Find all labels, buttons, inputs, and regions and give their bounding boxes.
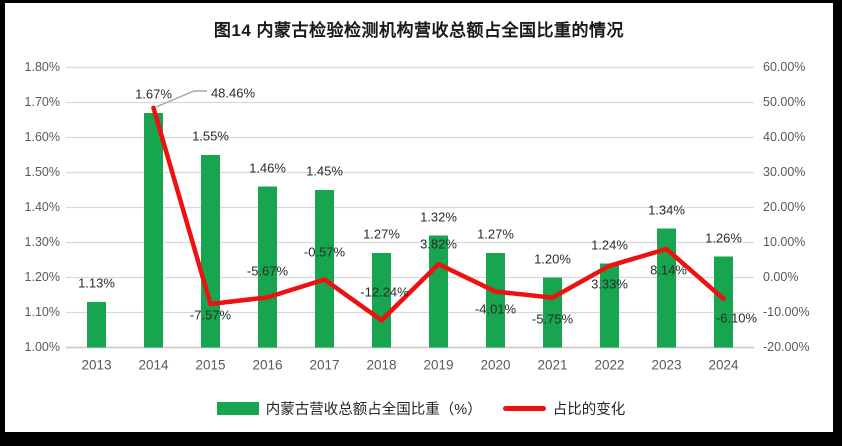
bar-2017 — [315, 190, 334, 348]
bar-2018 — [372, 253, 391, 348]
line-label-2018: -12.24% — [360, 284, 409, 300]
bar-label-2013: 1.13% — [78, 275, 115, 291]
bar-label-2016: 1.46% — [249, 160, 286, 175]
right-axis-tick-40.00%: 40.00% — [763, 130, 806, 144]
line-label-2023: 8.14% — [650, 262, 687, 278]
x-axis-label-2024: 2024 — [708, 357, 739, 373]
change-line — [151, 105, 726, 323]
legend: 内蒙古营收总额占全国比重（%） 占比的变化 — [0, 398, 842, 419]
left-axis-tick-1.30%: 1.30% — [24, 235, 60, 249]
x-axis-label-2015: 2015 — [195, 357, 226, 373]
line-label-callout-2014: 48.46% — [210, 85, 256, 101]
x-axis-label-2019: 2019 — [423, 357, 454, 373]
line-label-2019: 3.82% — [420, 236, 457, 252]
bar-label-2015: 1.55% — [192, 128, 229, 144]
right-axis-tick-60.00%: 60.00% — [763, 60, 806, 74]
right-axis-tick--20.00%: -20.00% — [763, 340, 810, 354]
bar-label-2019: 1.32% — [420, 209, 457, 224]
x-axis-label-2021: 2021 — [537, 357, 568, 373]
legend-bar-label: 内蒙古营收总额占全国比重（%） — [265, 402, 482, 418]
chart-title: 图14 内蒙古检验检测机构营收总额占全国比重的情况 — [213, 21, 625, 40]
right-axis-tick-0.00%: 0.00% — [763, 270, 799, 284]
line-label-2024: -6.10% — [715, 310, 758, 326]
bar-2023 — [657, 228, 676, 348]
bar-label-2020: 1.27% — [477, 226, 514, 242]
bar-label-2023: 1.34% — [648, 202, 685, 217]
x-axis-label-2022: 2022 — [594, 357, 625, 373]
bar-label-2022: 1.24% — [591, 237, 628, 252]
legend-bar-swatch — [216, 402, 259, 415]
x-axis-label-2020: 2020 — [480, 357, 511, 373]
right-axis-tick-20.00%: 20.00% — [763, 200, 806, 214]
bar-2020 — [486, 253, 505, 348]
bar-2014 — [144, 113, 163, 348]
bar-2022 — [600, 263, 619, 348]
x-axis-label-2018: 2018 — [366, 357, 397, 373]
bar-label-2014: 1.67% — [135, 86, 172, 102]
bar-2024 — [714, 256, 733, 348]
left-axis-tick-1.60%: 1.60% — [24, 130, 60, 144]
left-axis-tick-1.00%: 1.00% — [24, 340, 60, 354]
right-axis-tick-10.00%: 10.00% — [763, 235, 806, 249]
bar-label-2018: 1.27% — [363, 226, 400, 242]
bar-2015 — [201, 155, 220, 348]
bar-2016 — [258, 186, 277, 348]
legend-line-label: 占比的变化 — [552, 402, 626, 418]
left-axis-tick-1.20%: 1.20% — [24, 270, 60, 284]
line-label-2020: -4.01% — [474, 301, 517, 317]
left-axis-tick-1.50%: 1.50% — [24, 165, 60, 179]
bar-label-2017: 1.45% — [306, 163, 343, 179]
bar-2013 — [87, 302, 106, 348]
callout-leader-line — [155, 90, 207, 108]
bar-2019 — [429, 235, 448, 348]
right-axis-tick-30.00%: 30.00% — [763, 165, 806, 179]
right-axis-tick--10.00%: -10.00% — [763, 305, 810, 319]
bar-label-2021: 1.20% — [534, 251, 571, 266]
x-axis-label-2014: 2014 — [138, 357, 169, 373]
x-axis-label-2023: 2023 — [651, 357, 682, 373]
chart-canvas — [5, 3, 833, 432]
line-label-2017: -0.57% — [303, 244, 346, 260]
line-label-2016: -5.67% — [246, 263, 289, 279]
line-label-2022: 3.33% — [591, 276, 628, 292]
line-label-2015: -7.57% — [189, 307, 232, 323]
left-axis-tick-1.40%: 1.40% — [24, 200, 60, 214]
x-axis-label-2013: 2013 — [81, 357, 112, 373]
left-axis-tick-1.70%: 1.70% — [24, 95, 60, 109]
legend-line-swatch — [502, 406, 546, 411]
bar-label-2024: 1.26% — [705, 230, 742, 245]
line-label-2021: -5.75% — [531, 311, 574, 327]
x-axis-label-2016: 2016 — [252, 357, 283, 373]
left-axis-tick-1.80%: 1.80% — [24, 60, 60, 74]
right-axis-tick-50.00%: 50.00% — [763, 95, 806, 109]
left-axis-tick-1.10%: 1.10% — [24, 305, 60, 319]
x-axis-label-2017: 2017 — [309, 357, 340, 373]
